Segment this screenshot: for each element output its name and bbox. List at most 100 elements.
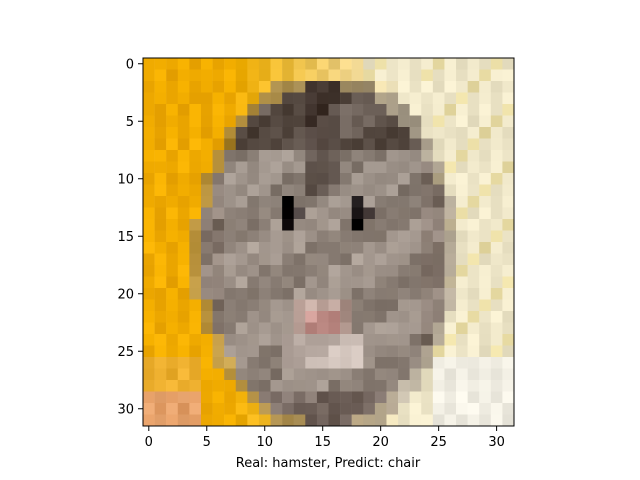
image-pixel bbox=[258, 81, 271, 93]
image-pixel bbox=[386, 184, 399, 197]
image-pixel bbox=[316, 161, 329, 174]
image-pixel bbox=[235, 138, 248, 151]
image-pixel bbox=[490, 161, 503, 174]
y-tick-label: 5 bbox=[126, 115, 134, 130]
image-pixel bbox=[177, 58, 190, 70]
image-pixel bbox=[224, 115, 236, 128]
image-pixel bbox=[432, 403, 445, 415]
image-pixel bbox=[305, 219, 318, 231]
image-pixel bbox=[386, 311, 399, 323]
image-pixel bbox=[409, 242, 422, 254]
image-pixel bbox=[143, 184, 155, 197]
image-pixel bbox=[143, 104, 155, 116]
image-pixel bbox=[212, 253, 225, 266]
image-pixel bbox=[444, 299, 457, 312]
image-pixel bbox=[479, 69, 492, 82]
image-pixel bbox=[212, 127, 225, 139]
image-pixel bbox=[258, 334, 271, 346]
image-pixel bbox=[189, 150, 202, 162]
image-pixel bbox=[421, 299, 434, 312]
image-pixel bbox=[305, 368, 318, 381]
image-pixel bbox=[328, 230, 341, 243]
x-tick-label: 15 bbox=[314, 435, 331, 450]
image-pixel bbox=[502, 368, 514, 381]
image-pixel bbox=[421, 322, 434, 335]
image-pixel bbox=[432, 288, 445, 300]
image-pixel bbox=[502, 276, 514, 289]
image-pixel bbox=[143, 207, 155, 220]
image-pixel bbox=[316, 414, 329, 426]
image-pixel bbox=[479, 403, 492, 415]
image-pixel bbox=[490, 380, 503, 392]
image-pixel bbox=[467, 276, 480, 289]
image-pixel bbox=[270, 311, 283, 323]
image-pixel bbox=[328, 253, 341, 266]
image-pixel bbox=[328, 138, 341, 151]
image-pixel bbox=[247, 127, 260, 139]
image-pixel bbox=[270, 81, 283, 93]
image-pixel bbox=[432, 219, 445, 231]
image-pixel bbox=[143, 92, 155, 105]
image-pixel bbox=[374, 299, 387, 312]
image-pixel bbox=[398, 265, 410, 277]
image-pixel bbox=[247, 403, 260, 415]
image-pixel bbox=[432, 414, 445, 426]
image-pixel bbox=[305, 311, 318, 323]
image-pixel bbox=[316, 184, 329, 197]
image-pixel bbox=[374, 391, 387, 404]
image-pixel bbox=[351, 265, 364, 277]
image-pixel bbox=[340, 81, 352, 93]
image-pixel bbox=[351, 414, 364, 426]
image-pixel bbox=[305, 253, 318, 266]
image-pixel bbox=[432, 184, 445, 197]
image-pixel bbox=[328, 380, 341, 392]
image-pixel bbox=[374, 69, 387, 82]
image-pixel bbox=[421, 69, 434, 82]
image-pixel bbox=[340, 138, 352, 151]
image-pixel bbox=[177, 414, 190, 426]
image-pixel bbox=[224, 81, 236, 93]
image-pixel bbox=[479, 58, 492, 70]
image-pixel bbox=[479, 81, 492, 93]
image-pixel bbox=[189, 368, 202, 381]
image-pixel bbox=[456, 104, 468, 116]
image-pixel bbox=[270, 391, 283, 404]
x-tick-label: 0 bbox=[145, 435, 153, 450]
image-pixel bbox=[479, 414, 492, 426]
image-pixel bbox=[421, 265, 434, 277]
image-pixel bbox=[398, 81, 410, 93]
image-pixel bbox=[247, 345, 260, 358]
image-pixel bbox=[444, 196, 457, 208]
image-pixel bbox=[421, 414, 434, 426]
image-pixel bbox=[282, 311, 294, 323]
image-pixel bbox=[270, 276, 283, 289]
image-pixel bbox=[293, 230, 306, 243]
image-pixel bbox=[351, 242, 364, 254]
image-pixel bbox=[293, 127, 306, 139]
image-pixel bbox=[177, 230, 190, 243]
image-pixel bbox=[432, 115, 445, 128]
image-pixel bbox=[363, 127, 376, 139]
image-pixel bbox=[444, 230, 457, 243]
image-pixel bbox=[224, 357, 236, 369]
image-pixel bbox=[398, 104, 410, 116]
image-pixel bbox=[409, 311, 422, 323]
image-pixel bbox=[270, 414, 283, 426]
image-pixel bbox=[456, 403, 468, 415]
image-pixel bbox=[247, 253, 260, 266]
image-pixel bbox=[328, 368, 341, 381]
image-pixel bbox=[258, 230, 271, 243]
image-pixel bbox=[351, 322, 364, 335]
image-pixel bbox=[258, 115, 271, 128]
image-pixel bbox=[189, 92, 202, 105]
image-pixel bbox=[282, 276, 294, 289]
image-pixel bbox=[177, 219, 190, 231]
image-pixel bbox=[316, 127, 329, 139]
image-pixel bbox=[143, 265, 155, 277]
image-pixel bbox=[340, 299, 352, 312]
image-pixel bbox=[212, 207, 225, 220]
image-pixel bbox=[409, 276, 422, 289]
image-pixel bbox=[456, 380, 468, 392]
image-pixel bbox=[258, 196, 271, 208]
image-pixel bbox=[479, 368, 492, 381]
